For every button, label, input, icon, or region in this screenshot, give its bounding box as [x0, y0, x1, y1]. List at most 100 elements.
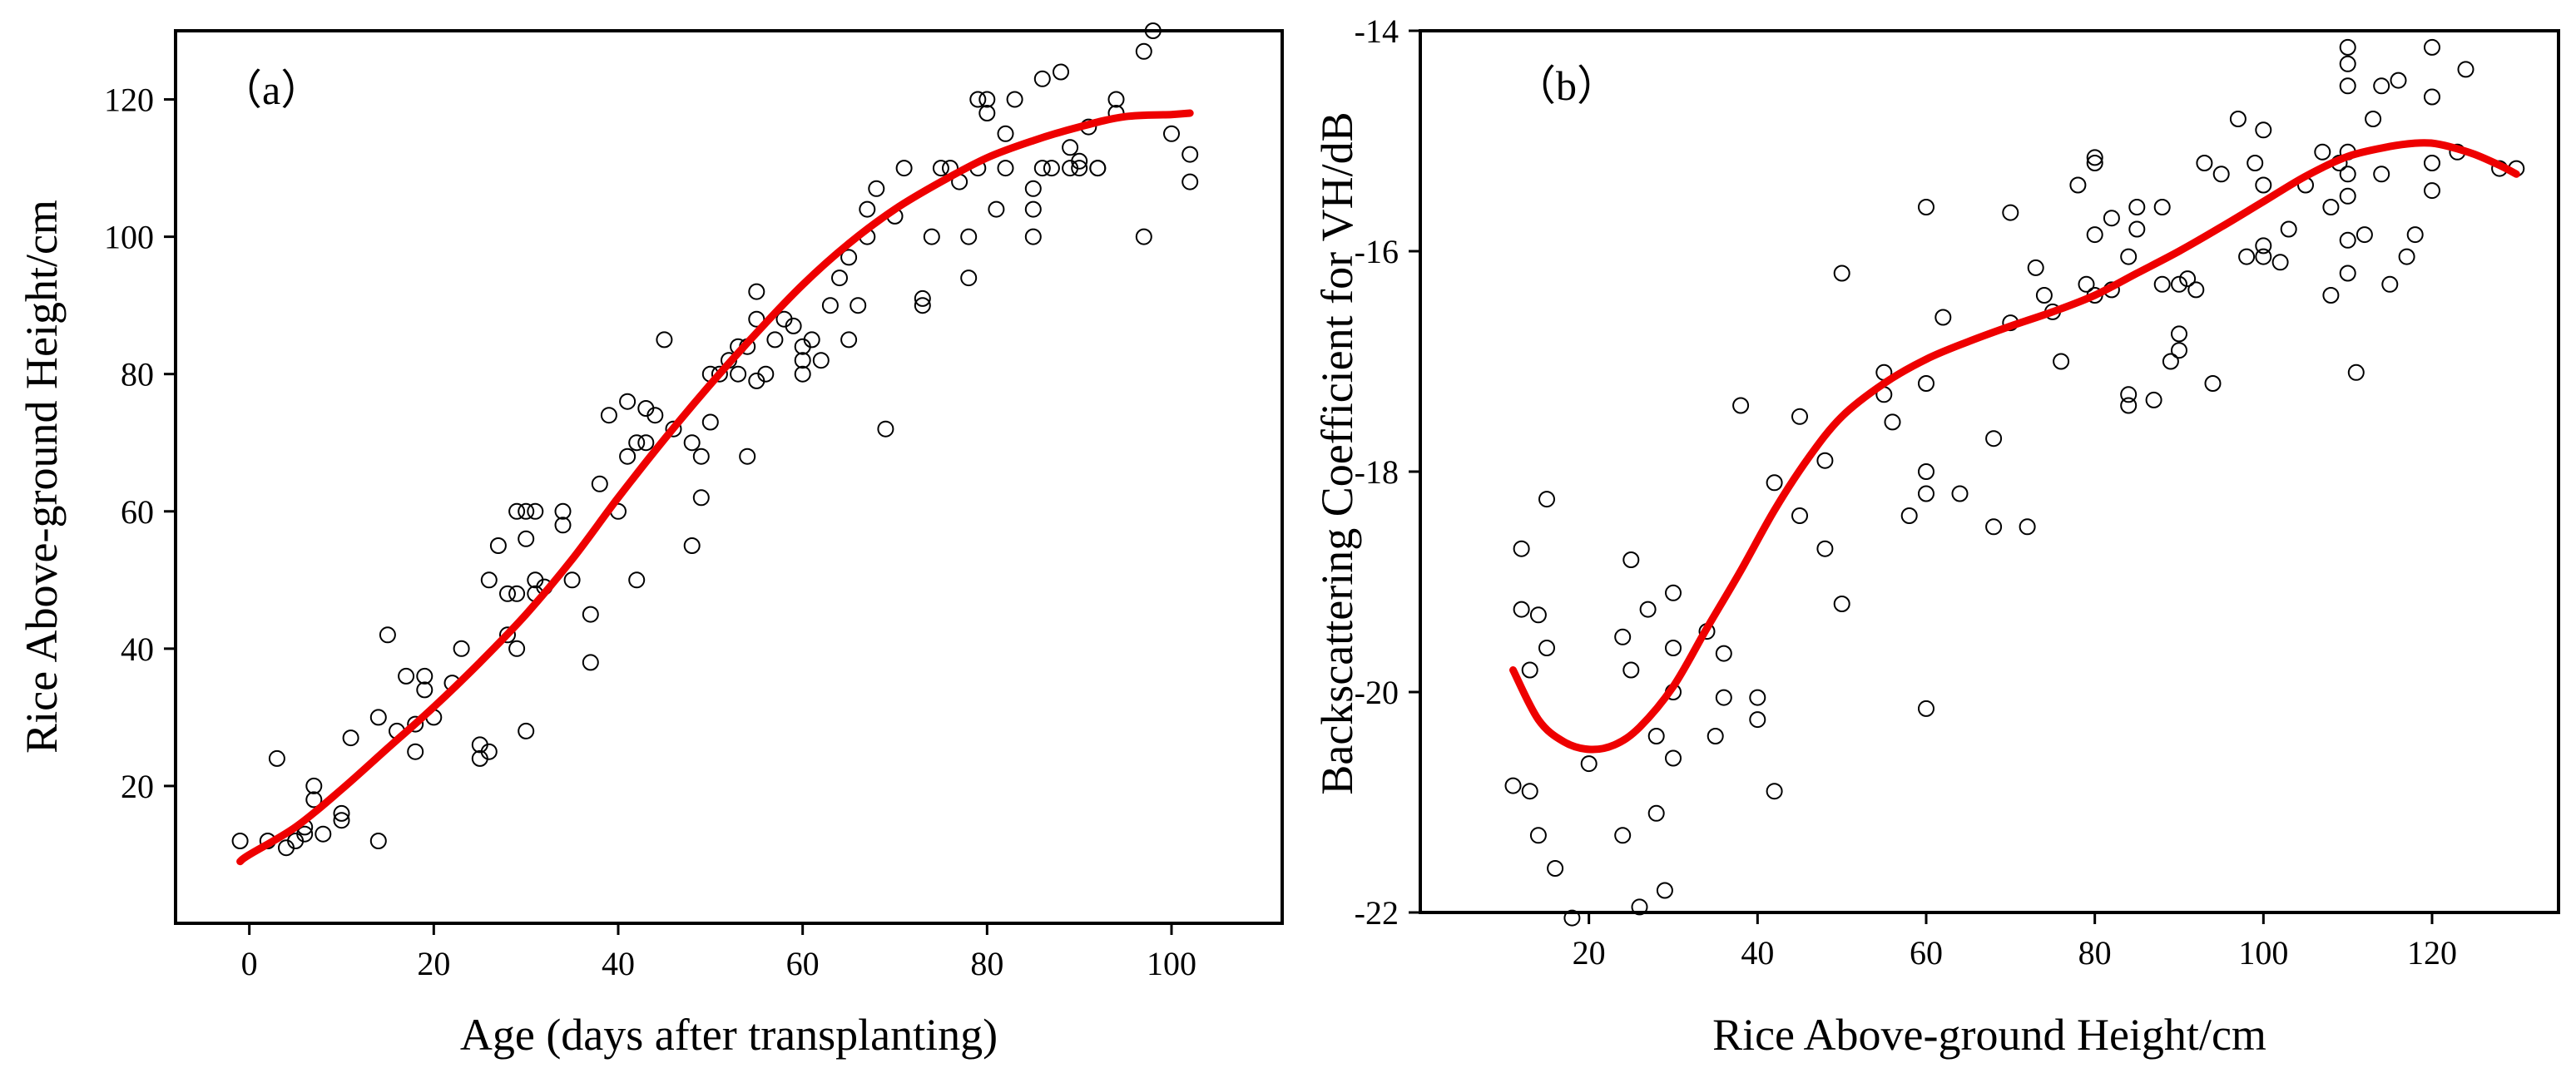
panel-b-data-point [2153, 275, 2171, 293]
panel-a-x-tick-label: 0 [241, 945, 258, 982]
panel-b-data-point [2171, 325, 2187, 343]
panel-a-data-point [379, 626, 396, 644]
panel-b-data-point [1665, 640, 1682, 656]
panel-b-fit-curve [1509, 139, 2520, 754]
panel-b-y-tick-label: -20 [1355, 674, 1399, 711]
panel-a-data-point [803, 331, 820, 349]
panel-a-data-point [1024, 200, 1042, 218]
panel-b-data-point [2339, 187, 2356, 205]
panel-a-data-point [821, 297, 839, 314]
panel-b-data-point [2179, 270, 2197, 288]
panel-a-data-point [582, 606, 599, 623]
panel-a-data-point [342, 729, 359, 747]
panel-b-data-point [2347, 363, 2365, 381]
panel-a-data-point [748, 310, 765, 328]
panel-b-data-point [1884, 413, 1901, 431]
panel-a-data-point [748, 283, 765, 300]
panel-a-y-tick-label: 100 [104, 219, 154, 256]
panel-b-data-point [2424, 88, 2440, 106]
panel-b-data-point [1985, 518, 2003, 536]
panel-b-points [1504, 38, 2525, 927]
panel-b-data-point [2238, 248, 2256, 265]
panel-a-data-point [305, 777, 323, 794]
panel-a-data-point [315, 825, 332, 843]
panel-a-data-point [1006, 91, 1023, 108]
panel-a-data-point [480, 743, 498, 760]
panel-a-data-point [665, 420, 682, 438]
panel-b-data-point [2424, 155, 2440, 171]
panel-b-data-point [1766, 474, 1783, 492]
panel-b-data-point [1580, 755, 1598, 773]
panel-a-data-point [1135, 42, 1152, 60]
panel-b-data-point [1538, 640, 1555, 656]
panel-b-data-point [2196, 155, 2213, 171]
panel-a-label: （a） [220, 67, 322, 113]
panel-b-data-point [1766, 783, 1783, 800]
panel-b-data-point [2162, 353, 2179, 370]
panel-a-data-point [859, 200, 876, 218]
panel-a-data-point [960, 228, 978, 245]
panel-a-data-point [619, 448, 637, 465]
panel-a-data-point [518, 722, 535, 739]
panel-b-data-point [2069, 176, 2087, 194]
panel-b-data-point [1529, 827, 1547, 844]
panel-a-x-axis-title: Age (days after transplanting) [460, 1010, 998, 1060]
panel-b-x-tick-label: 120 [2407, 934, 2457, 972]
panel-b-data-point [2145, 391, 2162, 408]
panel-a-fit [236, 109, 1194, 866]
panel-b-data-point [2171, 342, 2187, 359]
panel-a-data-point [785, 317, 802, 334]
panel-b-data-point [2255, 237, 2272, 255]
panel-a-data-point [1089, 160, 1107, 177]
panel-a-data-point [268, 749, 285, 767]
panel-b-y-tick-label: -18 [1355, 453, 1399, 491]
panel-b-data-point [1715, 645, 1732, 662]
panel-b-data-point [1563, 909, 1581, 927]
panel-a-data-point [554, 517, 572, 534]
panel-a-data-point [407, 743, 424, 760]
panel-a-x-tick-label: 40 [602, 945, 635, 982]
panel-b-data-point [1647, 804, 1665, 822]
panel-b-data-point [2390, 72, 2407, 89]
panel-b-x-axis-title: Rice Above-ground Height/cm [1712, 1010, 2266, 1060]
panel-b-data-point [1816, 452, 1834, 469]
panel-b-data-point [1918, 375, 1934, 392]
panel-b-y-tick-label: -16 [1355, 233, 1399, 270]
panel-b-data-point [2128, 220, 2146, 238]
panel-a-data-point [527, 502, 544, 520]
panel-a-points [231, 22, 1199, 857]
panel-b-data-point [2153, 199, 2171, 215]
panel-a-data-point [1062, 139, 1079, 156]
panel-b-data-point [2128, 199, 2146, 215]
panel-a-data-point [508, 640, 526, 657]
panel-b-data-point [2002, 204, 2019, 221]
panel-a-y-ticks: 20 40 60 80 100 120 [104, 82, 176, 805]
panel-b-data-point [2424, 38, 2440, 56]
panel-b-data-point [2381, 275, 2399, 293]
panel-a-data-point [499, 626, 516, 644]
panel-a-x-ticks: 0 20 40 60 80 100 [241, 923, 1196, 982]
panel-a-data-point [683, 537, 701, 554]
panel-b-data-point [2339, 166, 2356, 183]
panel-b-data-point [1918, 199, 1934, 215]
panel-b-data-point [2339, 77, 2356, 95]
panel-b-data-point [1715, 689, 1732, 706]
panel-a-data-point [499, 585, 516, 602]
panel-a-data-point [997, 125, 1014, 142]
panel-a-y-tick-label: 80 [121, 356, 154, 393]
panel-a-data-point [554, 502, 572, 520]
panel-a-data-point [877, 420, 894, 438]
panel-a-x-tick-label: 60 [786, 945, 820, 982]
panel-b-data-point [2373, 166, 2390, 183]
panel-a-data-point [563, 571, 581, 589]
panel-a-data-point [1071, 160, 1088, 177]
panel-a-data-point [960, 270, 978, 287]
panel-b: （b） Rice Above-ground Height/cm Backscat… [1312, 12, 2560, 1060]
panel-a-data-point [333, 812, 350, 829]
panel-b-label: （b） [1514, 62, 1618, 109]
panel-b-data-point [2035, 287, 2053, 304]
panel-b-data-point [1538, 491, 1555, 508]
panel-a-x-tick-label: 80 [970, 945, 1003, 982]
panel-b-data-point [1918, 485, 1934, 502]
panel-a-data-point [1144, 22, 1162, 39]
